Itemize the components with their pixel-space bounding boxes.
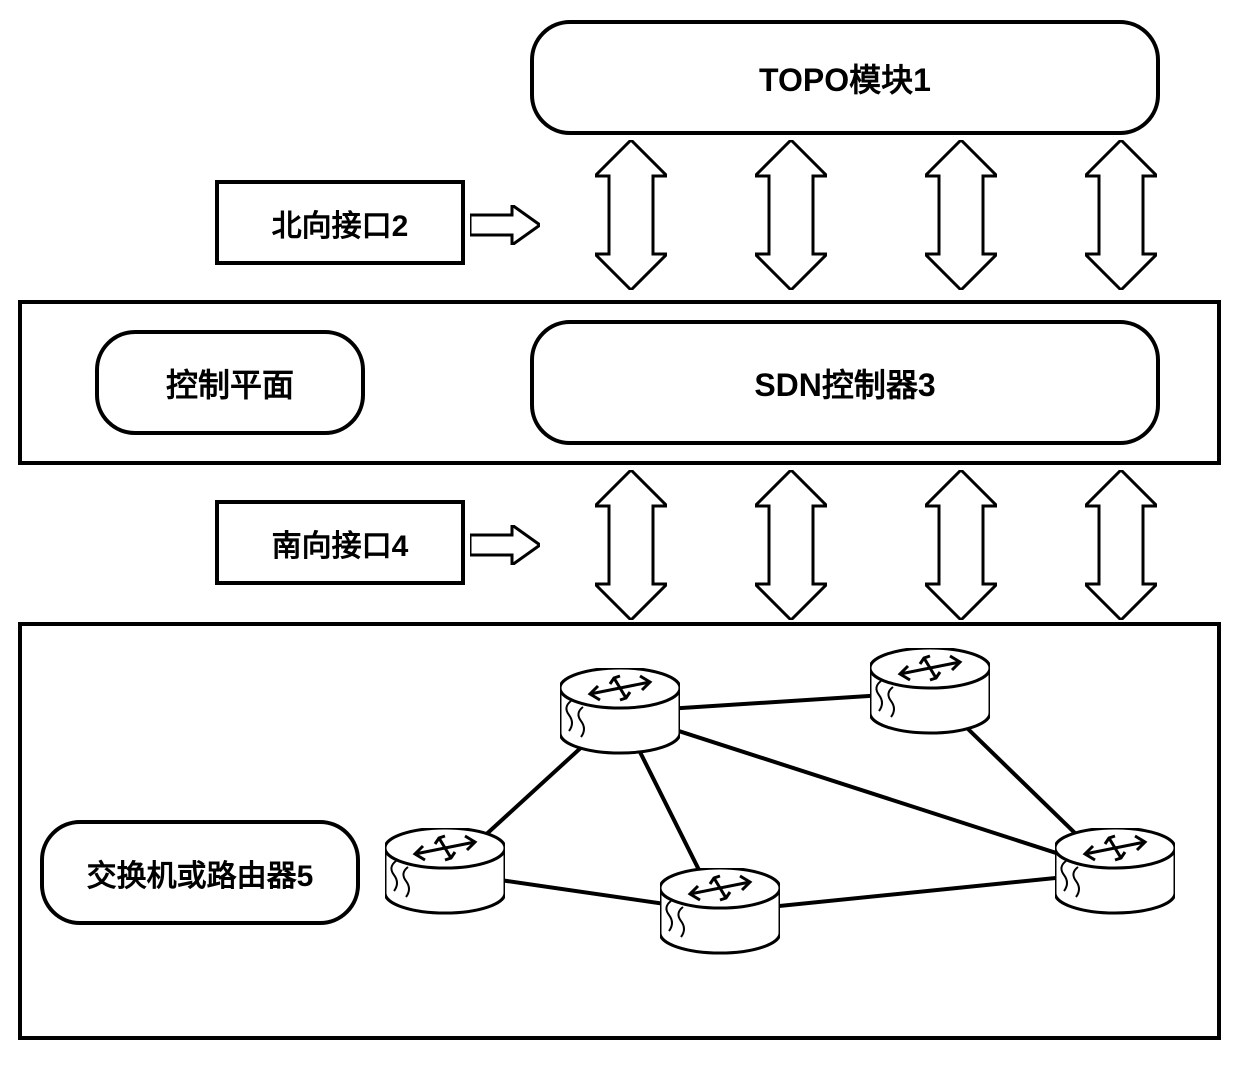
router-r3 bbox=[870, 648, 990, 743]
label-sdn: SDN控制器3 bbox=[754, 360, 935, 406]
box-sdn: SDN控制器3 bbox=[530, 320, 1160, 445]
biarrow-bottom bbox=[595, 470, 667, 620]
router-r5 bbox=[1055, 828, 1175, 923]
router-r2 bbox=[560, 668, 680, 763]
box-topo: TOPO模块1 bbox=[530, 20, 1160, 135]
router-r1 bbox=[385, 828, 505, 923]
box-southbound: 南向接口4 bbox=[215, 500, 465, 585]
biarrow-bottom bbox=[925, 470, 997, 620]
biarrow-bottom bbox=[755, 470, 827, 620]
biarrow-top bbox=[595, 140, 667, 290]
biarrow-top bbox=[755, 140, 827, 290]
label-topo: TOPO模块1 bbox=[759, 55, 931, 101]
router-r4 bbox=[660, 868, 780, 963]
label-northbound: 北向接口2 bbox=[272, 201, 409, 245]
biarrow-bottom bbox=[1085, 470, 1157, 620]
label-control_plane: 控制平面 bbox=[166, 360, 294, 406]
label-switches: 交换机或路由器5 bbox=[87, 851, 314, 895]
arrow-right bbox=[470, 525, 540, 565]
biarrow-top bbox=[925, 140, 997, 290]
arrow-right bbox=[470, 205, 540, 245]
box-control_plane: 控制平面 bbox=[95, 330, 365, 435]
box-switches: 交换机或路由器5 bbox=[40, 820, 360, 925]
biarrow-top bbox=[1085, 140, 1157, 290]
box-northbound: 北向接口2 bbox=[215, 180, 465, 265]
label-southbound: 南向接口4 bbox=[272, 521, 409, 565]
